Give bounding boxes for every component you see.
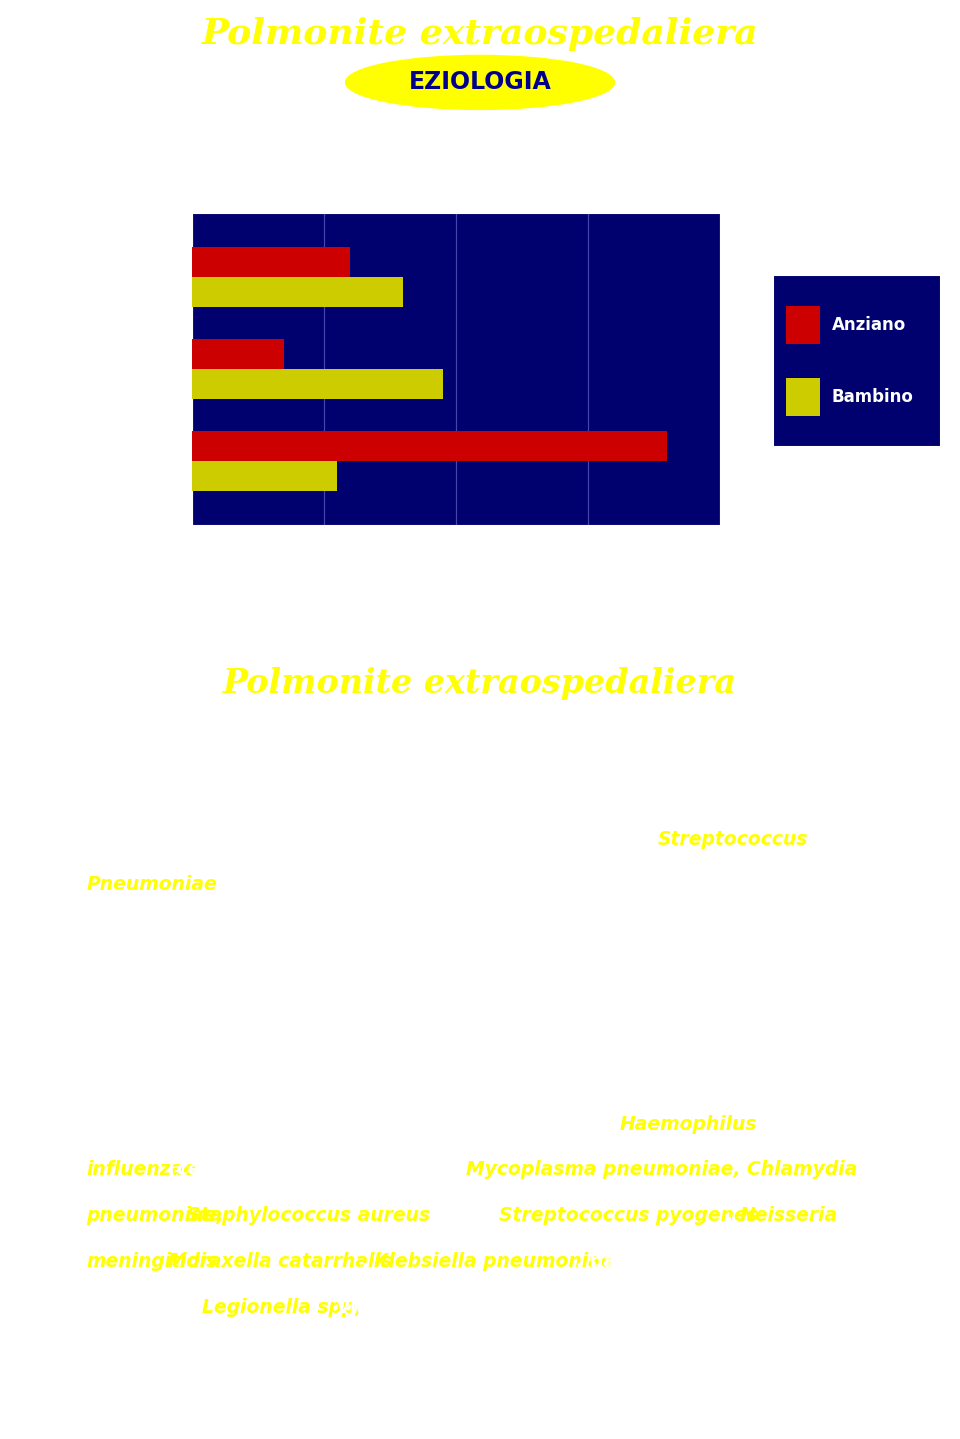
Text: Nella maggioranza dei casi l’agente eziologico è lo: Nella maggioranza dei casi l’agente ezio… (86, 829, 630, 849)
Text: Polmonite extraospedaliera: Polmonite extraospedaliera (223, 668, 737, 701)
Text: ,: , (197, 1252, 204, 1271)
Text: Neisseria: Neisseria (739, 1206, 837, 1226)
Text: ,: , (360, 1252, 367, 1271)
Text: pneumoniae: pneumoniae (72, 1066, 203, 1085)
Text: Mycoplasma pneumoniae, Chlamydia: Mycoplasma pneumoniae, Chlamydia (466, 1160, 857, 1180)
Text: seguirebbe la polmonite “opportunistica” da: seguirebbe la polmonite “opportunistica”… (72, 1020, 554, 1039)
Text: Oltre 100 microrganismi sono stati implicati nell’eziopatogenesi delle CAP: Oltre 100 microrganismi sono stati impli… (86, 731, 873, 750)
Text: ✓: ✓ (48, 829, 63, 849)
Text: delle CAP: delle CAP (86, 777, 187, 796)
Text: (ceppi non tipizzabili),: (ceppi non tipizzabili), (168, 1160, 412, 1180)
Bar (192, 338, 284, 368)
Text: Streptococcus: Streptococcus (658, 829, 808, 849)
Text: Polmonite extraospedaliera: Polmonite extraospedaliera (202, 17, 758, 50)
Text: Streptococcus: Streptococcus (600, 1020, 751, 1039)
Bar (192, 368, 443, 399)
FancyBboxPatch shape (773, 275, 941, 448)
Ellipse shape (346, 56, 614, 109)
Bar (786, 307, 820, 344)
Text: ✓: ✓ (48, 928, 63, 947)
Text: Altri patogeni responsabili di CAP includono:: Altri patogeni responsabili di CAP inclu… (86, 1115, 567, 1134)
Bar (786, 378, 820, 416)
Text: Staphylococcus aureus: Staphylococcus aureus (187, 1206, 430, 1226)
Text: Ipotesi polimicrobica: iniziale tracheobronchite causata da germi: Ipotesi polimicrobica: iniziale tracheob… (72, 928, 761, 947)
Text: atipici causerebbe una diminuzione delle difese dell’ospite, cui: atipici causerebbe una diminuzione delle… (72, 974, 741, 993)
Text: pneumoniae,: pneumoniae, (86, 1206, 230, 1226)
Text: %: % (730, 492, 749, 511)
Text: Bambino: Bambino (831, 389, 914, 406)
Text: virus influenzale.: virus influenzale. (331, 1298, 520, 1317)
Text: ✓: ✓ (48, 1115, 63, 1134)
Bar (192, 246, 350, 276)
Text: Klebsiella pneumoniae: Klebsiella pneumoniae (374, 1252, 613, 1271)
Bar (192, 276, 403, 308)
Text: , bacilli: , bacilli (576, 1252, 653, 1271)
Text: EZIOLOGIA: EZIOLOGIA (409, 71, 551, 95)
Text: ,: , (725, 1206, 732, 1226)
Text: meningitidis: meningitidis (86, 1252, 218, 1271)
Text: Haemophilus: Haemophilus (619, 1115, 756, 1134)
Text: Gram negativi,: Gram negativi, (86, 1298, 250, 1317)
Text: ✓: ✓ (48, 731, 63, 750)
Bar (192, 460, 337, 491)
Text: Moraxella catarrhalis: Moraxella catarrhalis (168, 1252, 392, 1271)
Text: Pneumoniae: Pneumoniae (86, 875, 217, 895)
Text: ,: , (485, 1206, 492, 1226)
Bar (192, 430, 667, 460)
Text: Legionella spp,: Legionella spp, (202, 1298, 362, 1317)
Text: Anziano: Anziano (831, 317, 906, 334)
Text: influenzae: influenzae (86, 1160, 197, 1180)
Text: Streptococcus pyogenes: Streptococcus pyogenes (499, 1206, 758, 1226)
